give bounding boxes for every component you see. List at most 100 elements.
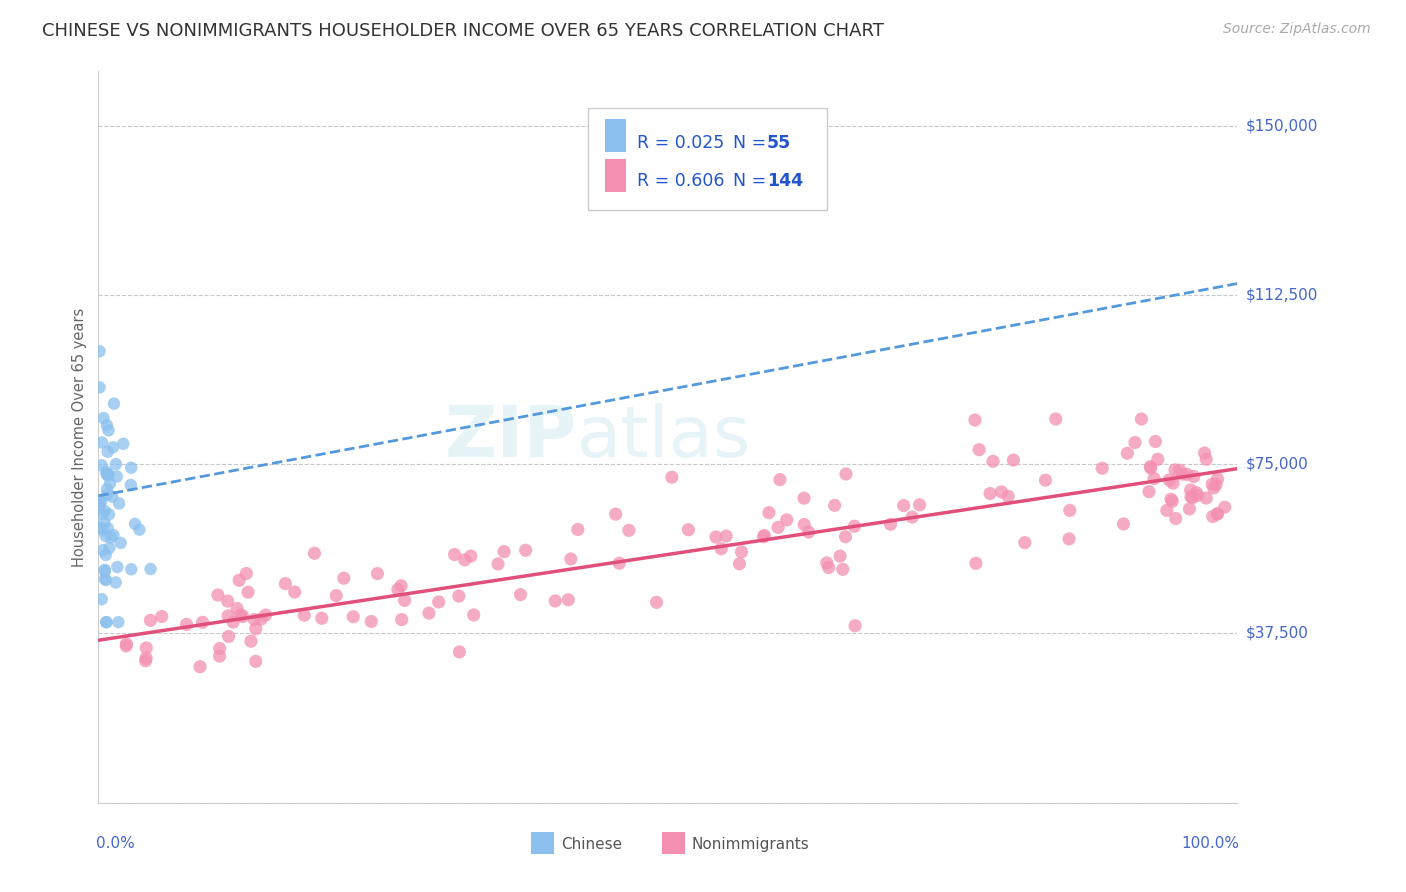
Point: [90, 494, 112, 508]
Point: [96, 487, 118, 501]
Point: [229, 607, 252, 622]
Point: [844, 618, 866, 632]
Point: [1002, 453, 1025, 467]
Point: [1137, 484, 1160, 499]
Point: [449, 645, 471, 659]
Point: [828, 549, 851, 563]
Point: [1195, 452, 1218, 467]
Point: [1164, 463, 1187, 477]
Point: [387, 582, 409, 597]
Point: [447, 589, 470, 603]
Point: [1116, 446, 1139, 460]
Point: [94, 564, 117, 578]
Point: [1146, 452, 1168, 467]
Point: [91, 523, 114, 537]
Point: [990, 484, 1012, 499]
Point: [94, 572, 117, 586]
Point: [661, 470, 683, 484]
Point: [454, 553, 477, 567]
Point: [776, 513, 799, 527]
Point: [515, 543, 537, 558]
Point: [617, 524, 640, 538]
Point: [120, 460, 142, 475]
Point: [844, 519, 866, 533]
Point: [108, 496, 131, 510]
Point: [91, 435, 114, 450]
Point: [1159, 473, 1181, 487]
Point: [963, 413, 986, 427]
Point: [1194, 446, 1216, 460]
Point: [544, 594, 567, 608]
Point: [1123, 435, 1146, 450]
Y-axis label: Householder Income Over 65 years: Householder Income Over 65 years: [72, 308, 87, 566]
Point: [1139, 461, 1161, 475]
Point: [89, 380, 111, 394]
Text: $150,000: $150,000: [1246, 118, 1317, 133]
Point: [94, 529, 117, 543]
Point: [815, 556, 838, 570]
Point: [678, 523, 700, 537]
Point: [981, 454, 1004, 468]
Point: [245, 622, 267, 636]
Point: [120, 562, 142, 576]
Point: [93, 411, 115, 425]
Point: [1180, 490, 1202, 504]
Point: [560, 552, 582, 566]
Point: [1164, 511, 1187, 525]
Point: [1057, 532, 1080, 546]
Point: [93, 563, 115, 577]
Point: [1035, 473, 1057, 487]
Point: [831, 562, 853, 576]
FancyBboxPatch shape: [531, 832, 554, 854]
Point: [758, 506, 780, 520]
Point: [208, 649, 231, 664]
Point: [103, 528, 125, 542]
Point: [1139, 459, 1161, 474]
Point: [1185, 485, 1208, 500]
Point: [107, 615, 129, 630]
Point: [1045, 412, 1067, 426]
Point: [97, 468, 120, 483]
Text: $75,000: $75,000: [1246, 457, 1309, 472]
Point: [835, 467, 858, 481]
Point: [188, 659, 211, 673]
Point: [1201, 477, 1223, 491]
Point: [89, 521, 111, 535]
Point: [879, 517, 901, 532]
Point: [463, 607, 485, 622]
Point: [97, 521, 120, 535]
Point: [93, 516, 115, 530]
Text: R = 0.025: R = 0.025: [637, 134, 724, 152]
Point: [360, 615, 382, 629]
Point: [94, 615, 117, 630]
Text: Chinese: Chinese: [561, 837, 621, 852]
Point: [834, 530, 856, 544]
Point: [1130, 412, 1153, 426]
Point: [1161, 494, 1184, 508]
Point: [728, 557, 751, 571]
Text: Nonimmigrants: Nonimmigrants: [692, 837, 810, 852]
Point: [105, 560, 128, 574]
Point: [208, 641, 231, 656]
Point: [1202, 481, 1225, 495]
Point: [1202, 509, 1225, 524]
Point: [96, 467, 118, 482]
Text: 100.0%: 100.0%: [1181, 836, 1240, 851]
Point: [1160, 492, 1182, 507]
Text: 0.0%: 0.0%: [96, 836, 135, 851]
Point: [207, 588, 229, 602]
Point: [1182, 469, 1205, 483]
Point: [766, 520, 789, 534]
Point: [94, 548, 117, 562]
Point: [1161, 476, 1184, 491]
Point: [97, 423, 120, 437]
Point: [1168, 463, 1191, 477]
Point: [103, 396, 125, 410]
Point: [607, 556, 630, 570]
Point: [979, 486, 1001, 500]
Point: [105, 469, 128, 483]
Point: [325, 589, 347, 603]
Point: [120, 478, 142, 492]
Point: [112, 437, 135, 451]
Point: [645, 595, 668, 609]
